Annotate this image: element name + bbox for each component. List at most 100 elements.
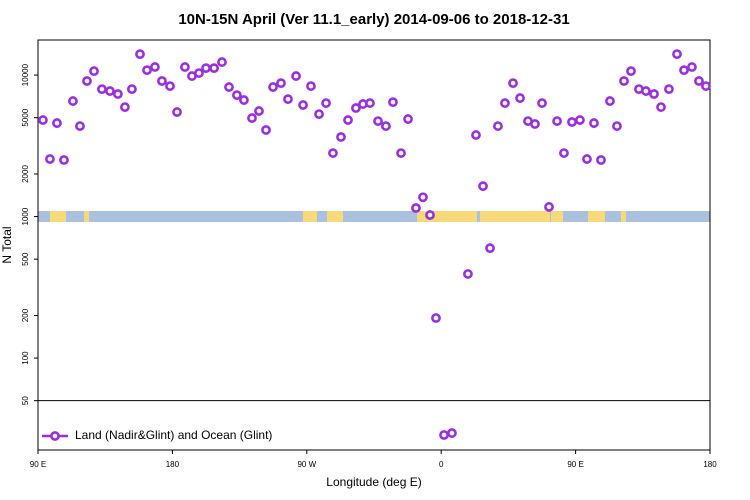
point bbox=[418, 192, 428, 203]
point bbox=[52, 118, 62, 128]
x-tick-label: 180 bbox=[166, 460, 180, 469]
point bbox=[619, 76, 629, 86]
point bbox=[314, 109, 324, 119]
point bbox=[425, 210, 435, 220]
point bbox=[351, 103, 361, 113]
point bbox=[68, 96, 78, 106]
point bbox=[38, 115, 48, 125]
point bbox=[112, 89, 123, 99]
point bbox=[75, 121, 85, 131]
point bbox=[537, 98, 547, 108]
point bbox=[381, 121, 391, 131]
point bbox=[97, 84, 107, 95]
point bbox=[194, 68, 204, 78]
point bbox=[508, 78, 518, 89]
point bbox=[626, 66, 636, 77]
point bbox=[694, 76, 704, 86]
point bbox=[679, 65, 689, 76]
point bbox=[552, 116, 562, 126]
point bbox=[291, 71, 301, 81]
point bbox=[209, 63, 219, 74]
x-tick-label: 180 bbox=[703, 460, 717, 469]
point bbox=[120, 102, 130, 112]
y-tick-label: 1000 bbox=[21, 207, 30, 225]
point bbox=[328, 148, 338, 158]
x-axis-label: Longitude (deg E) bbox=[326, 475, 421, 489]
x-tick-label: 90 E bbox=[30, 460, 46, 469]
y-tick-label: 2000 bbox=[21, 165, 30, 183]
point bbox=[589, 118, 599, 128]
point bbox=[485, 243, 495, 254]
point bbox=[447, 428, 457, 438]
point bbox=[641, 86, 651, 96]
y-tick-label: 50 bbox=[21, 396, 30, 405]
point bbox=[59, 155, 69, 165]
point bbox=[411, 203, 421, 213]
point bbox=[239, 95, 249, 105]
point bbox=[142, 65, 152, 76]
point bbox=[493, 121, 503, 131]
point bbox=[165, 81, 175, 91]
point bbox=[276, 78, 286, 89]
point bbox=[298, 100, 308, 110]
point bbox=[567, 117, 577, 127]
legend-marker bbox=[50, 431, 60, 441]
point bbox=[306, 81, 316, 91]
point bbox=[201, 63, 211, 74]
point bbox=[388, 97, 398, 108]
point bbox=[463, 269, 473, 279]
y-axis-label: N Total bbox=[0, 226, 14, 263]
point bbox=[45, 154, 55, 164]
point bbox=[127, 84, 137, 95]
point bbox=[396, 148, 406, 158]
x-tick-label: 90 W bbox=[297, 460, 316, 469]
x-tick-label: 90 E bbox=[567, 460, 583, 469]
point bbox=[224, 82, 234, 92]
point bbox=[403, 114, 413, 124]
point bbox=[656, 102, 666, 112]
point bbox=[612, 121, 622, 131]
point bbox=[254, 106, 264, 116]
land-band bbox=[38, 211, 710, 222]
point bbox=[157, 76, 167, 86]
point bbox=[343, 115, 353, 125]
y-tick-label: 200 bbox=[21, 308, 30, 322]
point bbox=[431, 313, 441, 323]
point bbox=[283, 94, 293, 105]
point bbox=[105, 86, 115, 96]
plot-frame bbox=[37, 39, 711, 451]
point bbox=[135, 49, 145, 60]
point bbox=[649, 89, 659, 99]
point bbox=[515, 93, 525, 103]
point bbox=[664, 84, 674, 95]
point bbox=[268, 82, 278, 92]
point bbox=[180, 62, 190, 72]
point bbox=[150, 62, 160, 72]
point bbox=[247, 113, 257, 123]
point bbox=[82, 76, 92, 86]
point bbox=[559, 148, 569, 158]
point bbox=[500, 98, 510, 108]
point bbox=[439, 430, 449, 440]
point bbox=[365, 98, 375, 108]
y-tick-label: 100 bbox=[21, 351, 30, 365]
y-tick-label: 10000 bbox=[21, 63, 30, 86]
point bbox=[261, 125, 271, 135]
point bbox=[321, 98, 331, 108]
point bbox=[672, 49, 682, 60]
point bbox=[575, 115, 585, 125]
y-tick-label: 5000 bbox=[21, 108, 30, 126]
legend-label: Land (Nadir&Glint) and Ocean (Glint) bbox=[75, 428, 272, 442]
point bbox=[687, 62, 697, 72]
point bbox=[478, 181, 488, 192]
point bbox=[582, 154, 592, 164]
y-tick-label: 500 bbox=[21, 252, 30, 266]
point bbox=[544, 202, 554, 212]
point bbox=[471, 130, 481, 140]
point bbox=[336, 132, 346, 142]
point bbox=[596, 155, 606, 165]
point bbox=[530, 119, 540, 129]
point bbox=[89, 66, 99, 77]
x-tick-label: 0 bbox=[439, 460, 444, 469]
